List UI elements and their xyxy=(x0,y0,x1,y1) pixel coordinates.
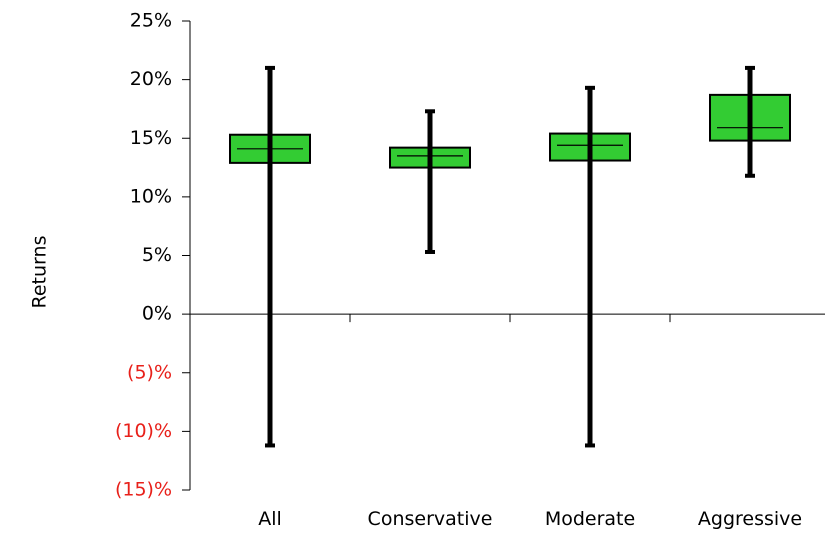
category-label: Aggressive xyxy=(698,508,802,530)
y-tick-label: (15)% xyxy=(115,479,172,501)
y-tick-label: 15% xyxy=(130,127,172,149)
box-series xyxy=(229,65,791,448)
y-axis-title: Returns xyxy=(29,236,51,309)
y-tick-label: 25% xyxy=(130,10,172,32)
category-label: Conservative xyxy=(368,508,493,530)
y-axis: 25% 20% 15% 10% 5% 0% (5)% (10)% (15)% xyxy=(115,10,191,501)
x-axis xyxy=(190,313,825,323)
box-all xyxy=(229,65,311,448)
category-labels: All Conservative Moderate Aggressive xyxy=(258,508,802,530)
box-aggressive xyxy=(709,65,791,178)
y-tick-label: 20% xyxy=(130,68,172,90)
y-tick-label: 10% xyxy=(130,185,172,207)
y-tick-label: (10)% xyxy=(115,420,172,442)
y-tick-label: 5% xyxy=(142,244,172,266)
y-tick-label: 0% xyxy=(142,303,172,325)
box-conservative xyxy=(389,109,471,254)
category-label: Moderate xyxy=(545,508,635,530)
y-tick-label: (5)% xyxy=(127,361,172,383)
category-label: All xyxy=(258,508,282,530)
box-moderate xyxy=(549,85,631,448)
